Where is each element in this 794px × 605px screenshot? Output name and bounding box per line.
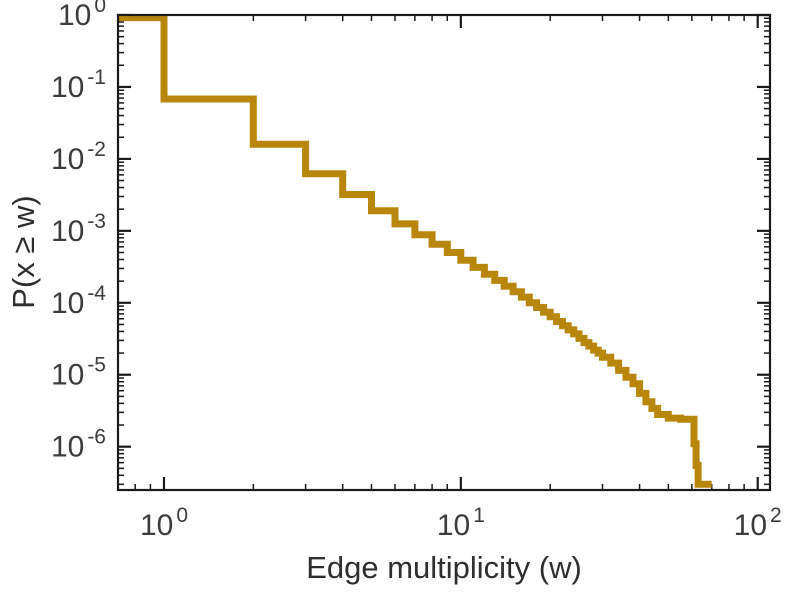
y-axis-title: P(x ≥ w) [6, 195, 41, 308]
tick-label-y10e-1: 10 -1 [51, 66, 106, 104]
tick-label-y10e-3: 10 -3 [51, 210, 106, 248]
tick-label-y10e-6: 10 -6 [51, 426, 106, 464]
tick-label-x10e0: 10 0 [140, 504, 188, 542]
tick-label-y10e0: 10 0 [58, 0, 106, 32]
tick-label-x10e2: 10 2 [734, 504, 782, 542]
tick-label-y10e-4: 10 -4 [51, 282, 106, 320]
tick-label-y10e-2: 10 -2 [51, 138, 106, 176]
tick-label-x10e1: 10 1 [437, 504, 485, 542]
x-axis-title: Edge multiplicity (w) [306, 550, 582, 585]
plot-layers: 10 0 10 1 10 2 10 0 10 -1 10 -2 10 -3 10 -4 10 -5 10 -6 [51, 0, 782, 542]
ccdf-step-line [118, 15, 712, 488]
plot-frame [116, 13, 772, 492]
tick-label-y10e-5: 10 -5 [51, 354, 106, 392]
